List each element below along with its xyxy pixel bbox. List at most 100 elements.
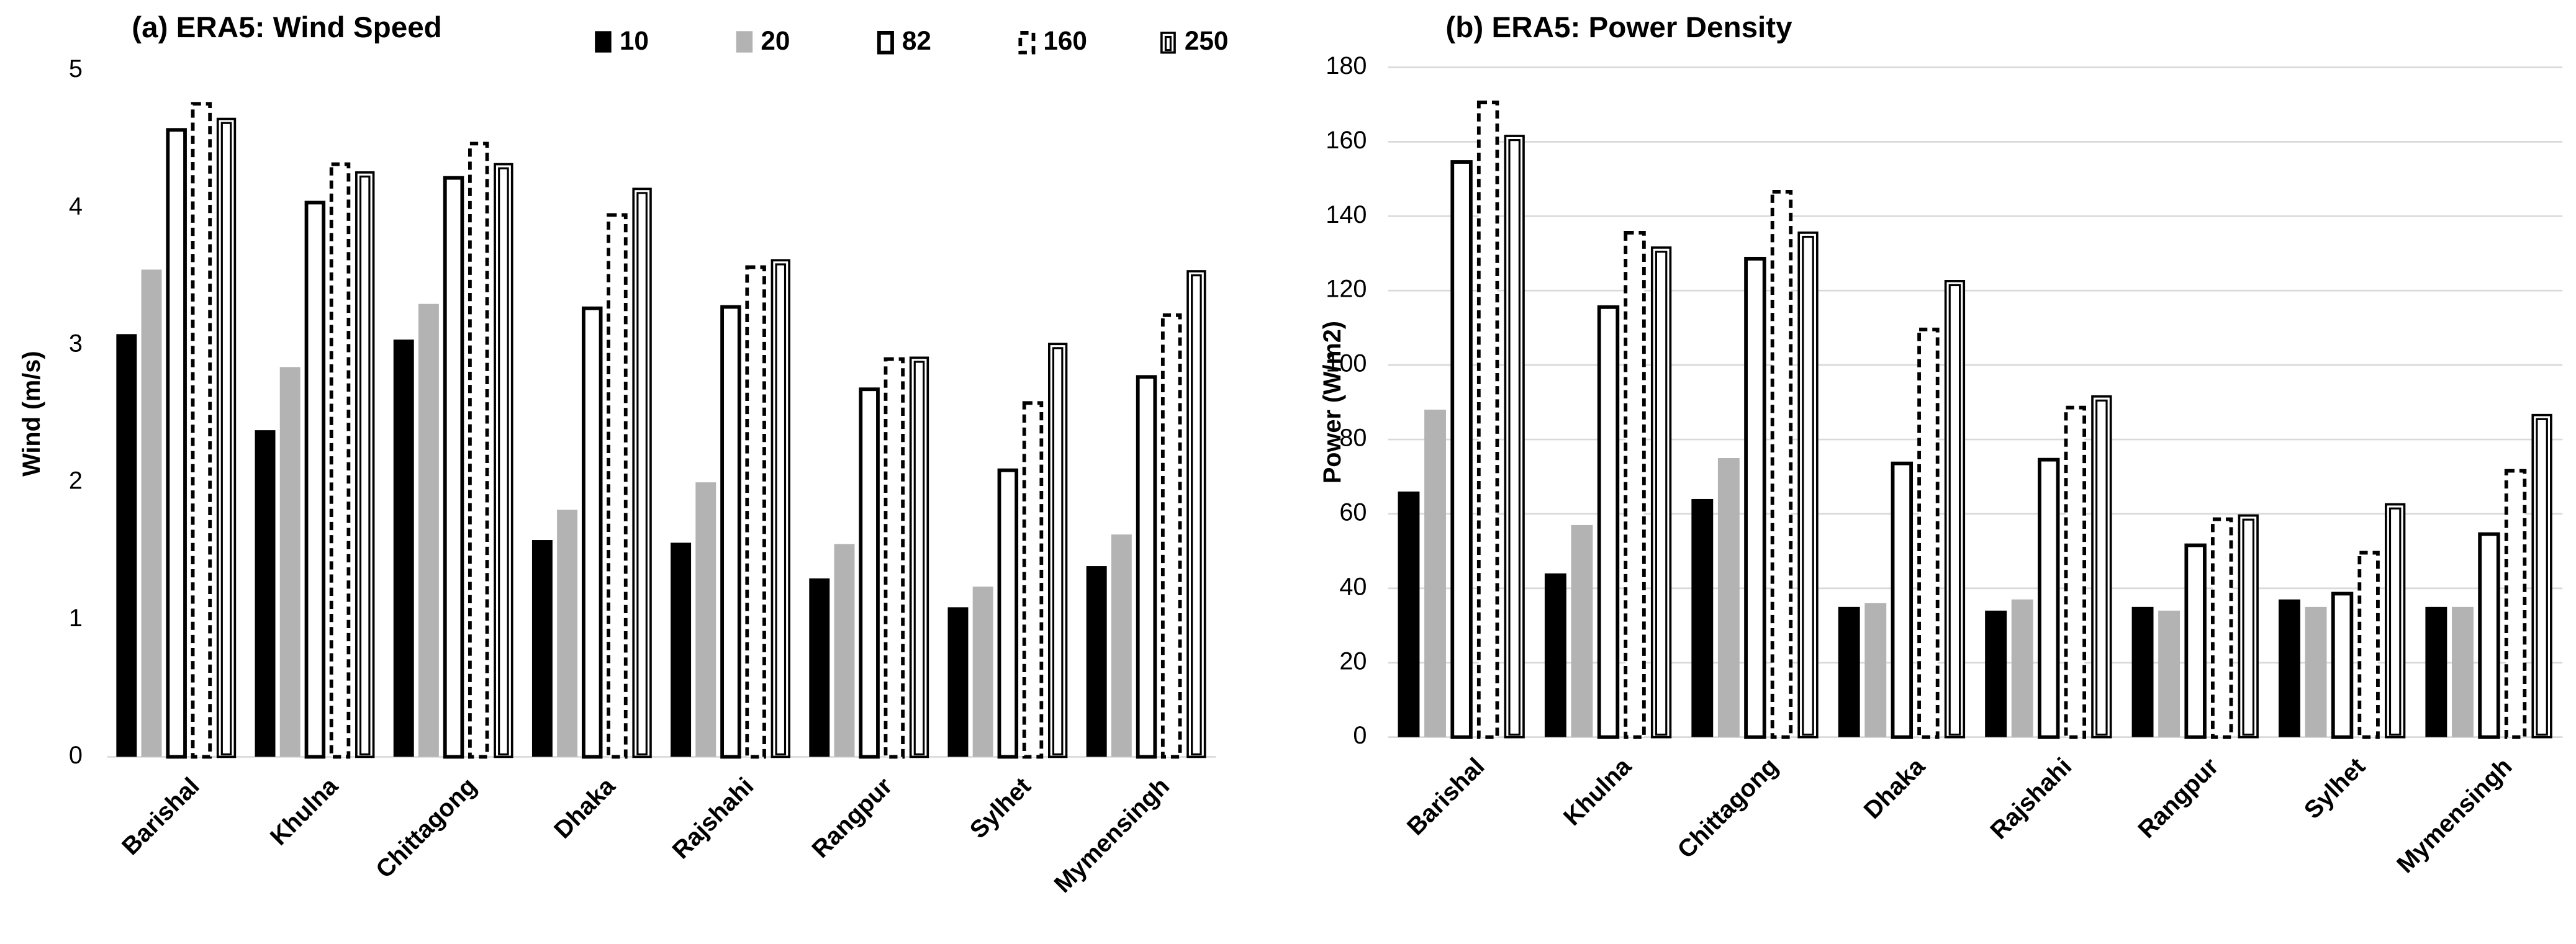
bar <box>494 163 513 758</box>
bar <box>2091 395 2112 739</box>
bar <box>2385 503 2406 739</box>
x-tick-label: Rajshahi <box>1985 753 2077 845</box>
x-tick-label: Rangpur <box>807 772 897 863</box>
y-tick-label: 120 <box>1326 276 1367 303</box>
bar <box>1136 375 1157 759</box>
bar-inner <box>2242 518 2255 736</box>
y-tick-label: 80 <box>1339 425 1367 452</box>
bar <box>720 305 741 759</box>
bar <box>1450 160 1473 739</box>
legend-label: 160 <box>1043 26 1087 55</box>
bar <box>632 187 652 758</box>
bar-inner <box>1655 250 1668 736</box>
bar <box>1944 280 1966 739</box>
bar <box>1864 603 1887 737</box>
bar <box>1424 410 1446 737</box>
bar <box>2064 405 2086 739</box>
bar <box>255 430 276 757</box>
bar-inner <box>2388 507 2402 736</box>
bar <box>997 468 1019 759</box>
bar <box>1770 190 1793 739</box>
bar <box>2504 469 2527 739</box>
legend-key <box>595 31 612 53</box>
y-tick-label: 2 <box>69 467 83 495</box>
y-tick-label: 160 <box>1326 127 1367 154</box>
bar <box>216 117 237 758</box>
bar-inner <box>1948 284 1961 736</box>
legend-label: 10 <box>620 26 649 55</box>
x-tick-label: Khulna <box>1558 752 1637 831</box>
bar <box>1086 566 1107 757</box>
y-tick-label: 180 <box>1326 52 1367 79</box>
bar-inner <box>636 192 648 756</box>
bar <box>1047 343 1068 758</box>
bar <box>2158 610 2181 737</box>
x-tick-label: Rangpur <box>2133 753 2223 843</box>
bar <box>1476 101 1499 739</box>
x-tick-label: Mymensingh <box>1049 772 1175 897</box>
bar <box>116 334 137 757</box>
bar-inner <box>220 122 232 756</box>
y-tick-label: 5 <box>69 55 83 83</box>
bar <box>1571 524 1593 737</box>
bar <box>279 367 301 757</box>
y-tick-label: 40 <box>1339 573 1367 600</box>
y-tick-label: 60 <box>1339 498 1367 526</box>
bar <box>2305 606 2327 737</box>
legend-key <box>877 30 894 55</box>
bar <box>329 162 351 759</box>
bar <box>2210 517 2233 739</box>
bar <box>2184 543 2207 739</box>
x-tick-label: Chittagong <box>371 772 482 883</box>
legend-label: 82 <box>902 26 931 55</box>
bar <box>141 269 162 757</box>
bar <box>1797 232 1819 739</box>
bar-inner <box>913 361 925 756</box>
bar <box>809 578 830 757</box>
bar-inner <box>1802 235 1814 736</box>
legend-key <box>736 31 753 53</box>
bar <box>468 142 489 759</box>
x-tick-label: Khulna <box>265 772 344 851</box>
bar <box>859 387 880 759</box>
bar <box>2357 551 2380 739</box>
bar <box>1917 327 1940 739</box>
bar <box>1985 610 2007 737</box>
bar-inner <box>1052 347 1064 756</box>
y-tick-label: 100 <box>1326 350 1367 377</box>
x-tick-label: Dhaka <box>1859 752 1931 824</box>
bar <box>834 544 855 757</box>
bar-inner <box>2536 418 2548 736</box>
legend-key <box>1018 30 1036 55</box>
bar <box>1691 498 1714 737</box>
bar <box>166 128 187 759</box>
bar <box>2478 532 2500 739</box>
y-tick-label: 3 <box>69 330 83 357</box>
bar <box>2279 599 2300 737</box>
x-tick-label: Sylhet <box>965 772 1036 843</box>
bar-inner <box>775 263 787 756</box>
bar-inner <box>1191 274 1202 756</box>
bar-inner <box>498 167 509 756</box>
bar <box>695 482 716 757</box>
bar <box>1186 270 1206 758</box>
bar <box>1111 534 1132 757</box>
bar <box>393 339 414 757</box>
bar <box>418 303 439 757</box>
bar <box>2011 599 2033 737</box>
bar <box>1744 256 1766 739</box>
bar <box>2038 457 2060 739</box>
legend-key-inner <box>1164 35 1172 52</box>
bar <box>2238 514 2259 739</box>
bar <box>972 587 993 757</box>
y-tick-label: 0 <box>69 742 83 769</box>
bar <box>607 213 628 759</box>
chart-title: (a) ERA5: Wind Speed <box>132 11 442 44</box>
bar <box>191 102 212 759</box>
bar <box>1891 461 1914 739</box>
bar-inner <box>2095 399 2108 736</box>
bar <box>1504 135 1525 739</box>
bar <box>304 200 326 759</box>
x-tick-label: Barishal <box>1402 753 1490 841</box>
